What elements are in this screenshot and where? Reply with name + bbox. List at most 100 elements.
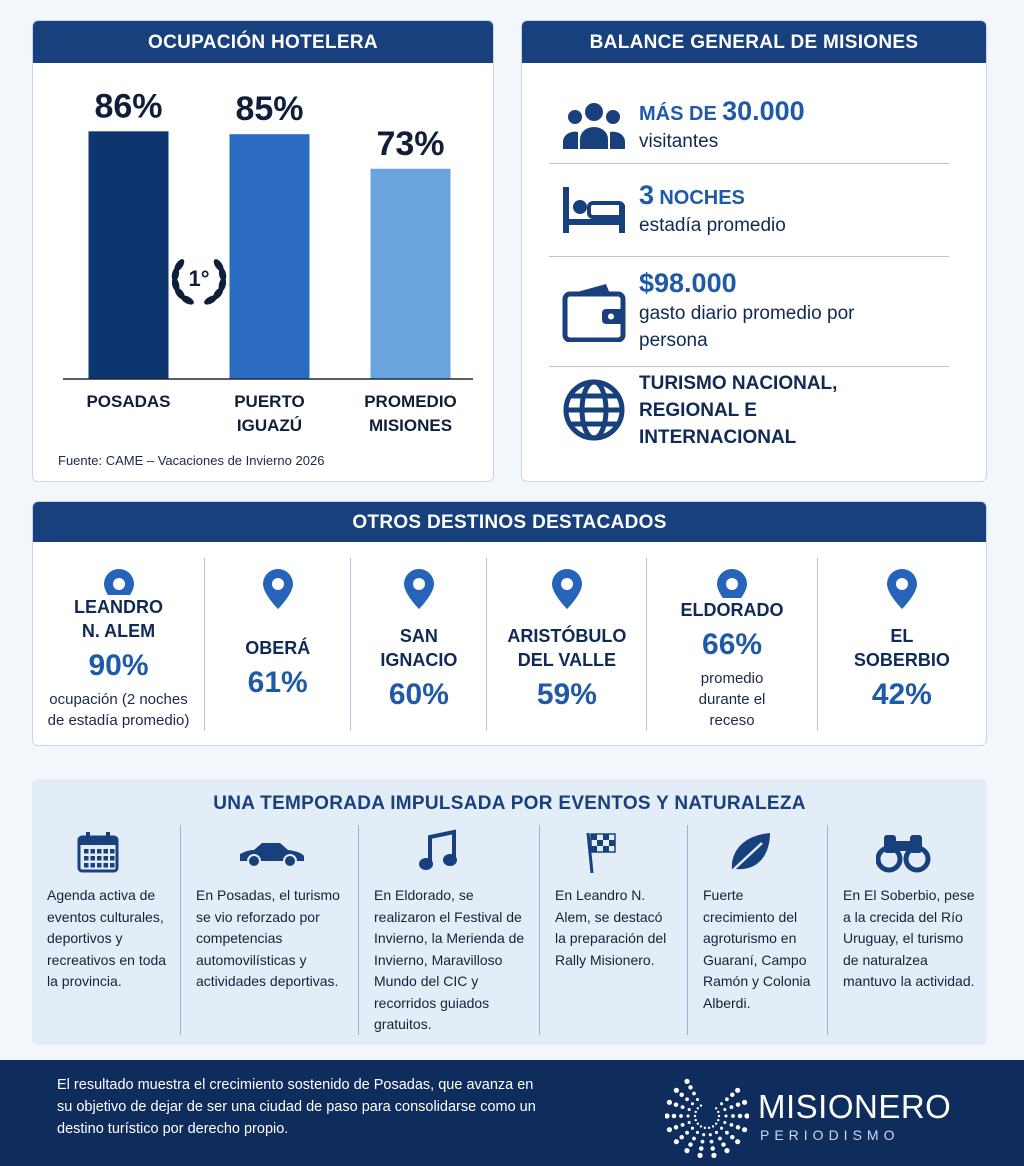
- graphic: [563, 219, 625, 225]
- destination: LEANDRO N. ALEM 90% ocupación (2 noches de…: [33, 558, 205, 731]
- events-panel: UNA TEMPORADA IMPULSADA POR EVENTOS Y NA…: [32, 779, 987, 1045]
- value-label: 86%: [94, 87, 162, 125]
- logo-dot: [707, 1126, 711, 1130]
- graphic: [563, 131, 578, 149]
- graphic: [586, 832, 594, 874]
- logo-dot: [735, 1087, 741, 1093]
- destination-name: LEANDRO N. ALEM: [74, 597, 163, 641]
- brand: MISIONERO: [758, 1088, 952, 1125]
- logo-dot: [702, 1133, 706, 1137]
- stat-label: visitantes: [639, 130, 719, 152]
- logo-dot: [679, 1092, 684, 1098]
- destination: ELDORADO 66% promedio durante el receso: [647, 558, 818, 731]
- logo-dot: [717, 1114, 721, 1118]
- graphic: [591, 846, 597, 852]
- destination-name: ELDORADO: [680, 600, 784, 620]
- graphic: [103, 856, 108, 861]
- panel-title: UNA TEMPORADA IMPULSADA POR EVENTOS Y NA…: [213, 793, 806, 814]
- event: Agenda activa de eventos culturales, dep…: [32, 825, 181, 1035]
- bar-chart: 86% POSADAS 85% PUERTO IGUAZÚ 73% PROMEDIO MISI…: [58, 87, 473, 468]
- label-line: IGUAZÚ: [237, 416, 302, 435]
- event-text: Fuerte crecimiento del agroturismo en Gu…: [703, 887, 811, 1011]
- stat-row: MÁS DE 30.000 visitantes: [549, 89, 949, 164]
- graphic: [606, 110, 620, 124]
- logo-dot: [680, 1122, 685, 1127]
- logo-dot: [699, 1146, 704, 1151]
- label-line: MISIONES: [369, 416, 452, 435]
- pin-dot: [560, 578, 573, 590]
- stat-text: TURISMO NACIONAL, REGIONAL E INTERNACION…: [639, 372, 838, 448]
- footer-text: El resultado muestra el crecimiento sost…: [57, 1077, 536, 1137]
- graphic: [568, 110, 582, 124]
- logo-dot: [673, 1102, 679, 1107]
- stat-prefix: MÁS DE: [639, 102, 717, 125]
- pin-icon: [403, 569, 434, 609]
- logo-dot: [679, 1114, 683, 1118]
- logo-dot: [703, 1126, 707, 1130]
- value-label: 85%: [235, 90, 303, 128]
- destinations: LEANDRO N. ALEM 90% ocupación (2 noches de…: [33, 544, 986, 745]
- logo-dot: [699, 1104, 703, 1107]
- destination-value: 90%: [88, 649, 149, 682]
- logo-dot: [666, 1127, 673, 1133]
- destination-name: ARISTÓBULO DEL VALLE: [507, 625, 627, 670]
- logo-dot: [714, 1107, 718, 1110]
- icon: [562, 283, 626, 342]
- logo-dot: [731, 1114, 735, 1118]
- logo-dot: [692, 1136, 696, 1141]
- bar: [370, 168, 451, 379]
- stat-text: $98.000 gasto diario promedio por persona: [639, 269, 869, 354]
- event-text: En Leandro N. Alem, se destacó la prepar…: [555, 887, 667, 968]
- graphic: [590, 833, 616, 853]
- logo-dot: [694, 1110, 697, 1114]
- bar: [88, 131, 169, 379]
- destinations-panel: OTROS DESTINOS DESTACADOS LEANDRO N. ALE…: [32, 501, 987, 746]
- logo-dot: [710, 1146, 715, 1151]
- logo-dot: [690, 1102, 694, 1106]
- logo-dot: [735, 1102, 741, 1107]
- event-text: En Posadas, el turismo se vio reforzado …: [196, 887, 340, 989]
- destination-body: LEANDRO N. ALEM 90% ocupación (2 noches de…: [33, 595, 205, 731]
- graphic: [591, 834, 615, 852]
- event-icon: [240, 843, 304, 868]
- logo-dot: [685, 1097, 689, 1102]
- pin-icon: [717, 569, 748, 598]
- graphic: [418, 858, 433, 870]
- logo-dot: [695, 1130, 700, 1135]
- icon: [563, 187, 625, 233]
- graphic: [83, 856, 88, 861]
- category-label: PUERTO IGUAZÚ: [234, 392, 305, 435]
- panel-title: OCUPACIÓN HOTELERA: [33, 21, 493, 63]
- graphic: [96, 849, 101, 854]
- stat-text: 3 NOCHES estadía promedio: [639, 181, 786, 239]
- event: En Eldorado, se realizaron el Festival d…: [359, 825, 540, 1035]
- destination-value: 66%: [702, 628, 763, 661]
- icon: [563, 103, 625, 149]
- pin-dot: [112, 578, 125, 590]
- brand-sub: PERIODISMO: [760, 1127, 900, 1143]
- logo-dot: [737, 1113, 743, 1119]
- graphic: [96, 856, 101, 861]
- laurel-leaf: [174, 259, 185, 272]
- logo-dot: [735, 1125, 741, 1130]
- destination-body: ELDORADO 66% promedio durante el receso: [647, 598, 816, 731]
- logo-dot: [723, 1107, 727, 1112]
- label-line: PROMEDIO: [364, 392, 457, 411]
- logo-dot: [708, 1133, 712, 1137]
- logo-dot: [729, 1122, 734, 1127]
- stat-label: gasto diario promedio por persona: [639, 302, 855, 351]
- logo-dot: [693, 1114, 697, 1118]
- graphic: [83, 863, 88, 868]
- logo-dot: [671, 1113, 677, 1119]
- destination-value: 60%: [388, 677, 449, 711]
- event-text: Agenda activa de eventos culturales, dep…: [47, 887, 167, 989]
- icon-wallet: [549, 282, 639, 342]
- event-icon: [586, 832, 616, 874]
- panel-title: OTROS DESTINOS DESTACADOS: [33, 502, 986, 542]
- destination-value: 61%: [247, 665, 308, 699]
- logo-dot: [741, 1127, 748, 1133]
- graphic: [103, 849, 108, 854]
- icon-people: [549, 102, 639, 150]
- logo-dot: [730, 1134, 735, 1140]
